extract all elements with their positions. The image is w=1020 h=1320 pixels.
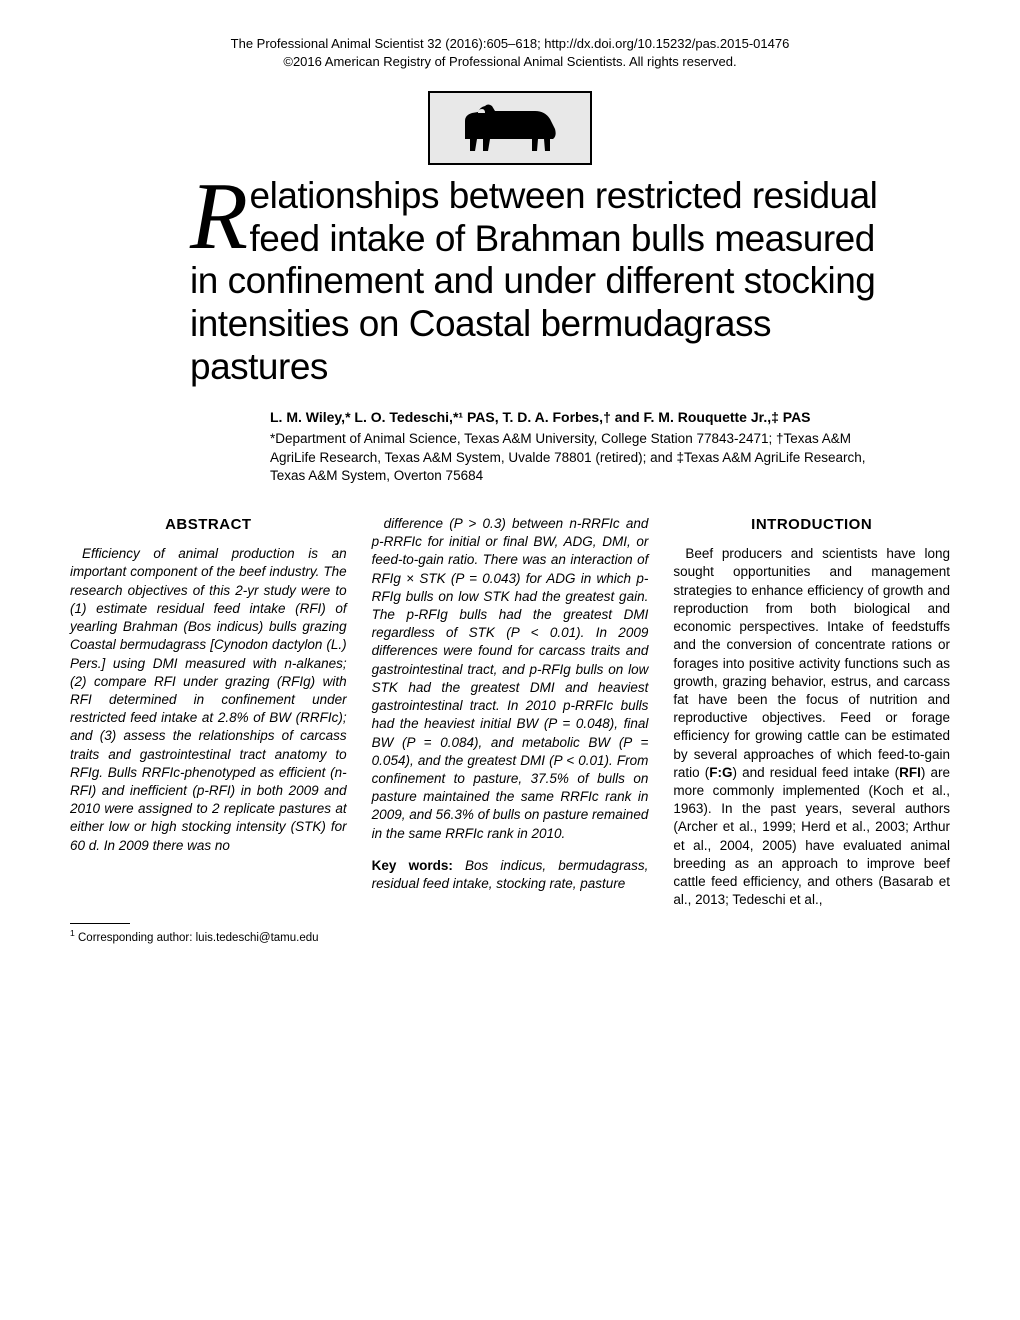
- column-3: INTRODUCTION Beef producers and scientis…: [673, 515, 950, 946]
- header-citation-block: The Professional Animal Scientist 32 (20…: [70, 35, 950, 71]
- introduction-heading: INTRODUCTION: [673, 515, 950, 535]
- column-1: ABSTRACT Efficiency of animal production…: [70, 515, 347, 946]
- title-text: elationships between restricted residual…: [190, 175, 877, 386]
- footnote-text: Corresponding author: luis.tedeschi@tamu…: [75, 932, 319, 944]
- keywords-label: Key words:: [372, 858, 453, 873]
- abstract-heading: ABSTRACT: [70, 515, 347, 535]
- body-columns: ABSTRACT Efficiency of animal production…: [70, 515, 950, 946]
- footnote-rule: [70, 923, 130, 924]
- abstract-text-1: Efficiency of animal production is an im…: [70, 545, 347, 855]
- citation-line: The Professional Animal Scientist 32 (20…: [70, 35, 950, 53]
- title-block: Relationships between restricted residua…: [190, 175, 890, 388]
- article-title: Relationships between restricted residua…: [190, 175, 890, 388]
- title-dropcap: R: [190, 183, 248, 250]
- copyright-line: ©2016 American Registry of Professional …: [70, 53, 950, 71]
- affiliations-block: *Department of Animal Science, Texas A&M…: [270, 430, 890, 485]
- authors-line: L. M. Wiley,* L. O. Tedeschi,*¹ PAS, T. …: [270, 408, 890, 426]
- logo-container: [70, 91, 950, 165]
- introduction-text: Beef producers and scientists have long …: [673, 545, 950, 909]
- abstract-text-2: difference (P > 0.3) between n-RRFIc and…: [372, 515, 649, 843]
- column-2: difference (P > 0.3) between n-RRFIc and…: [372, 515, 649, 946]
- logo-frame: [428, 91, 592, 165]
- keywords-block: Key words: Bos indicus, bermudagrass, re…: [372, 857, 649, 893]
- corresponding-author-footnote: 1 Corresponding author: luis.tedeschi@ta…: [70, 928, 347, 946]
- cow-silhouette-icon: [450, 101, 570, 156]
